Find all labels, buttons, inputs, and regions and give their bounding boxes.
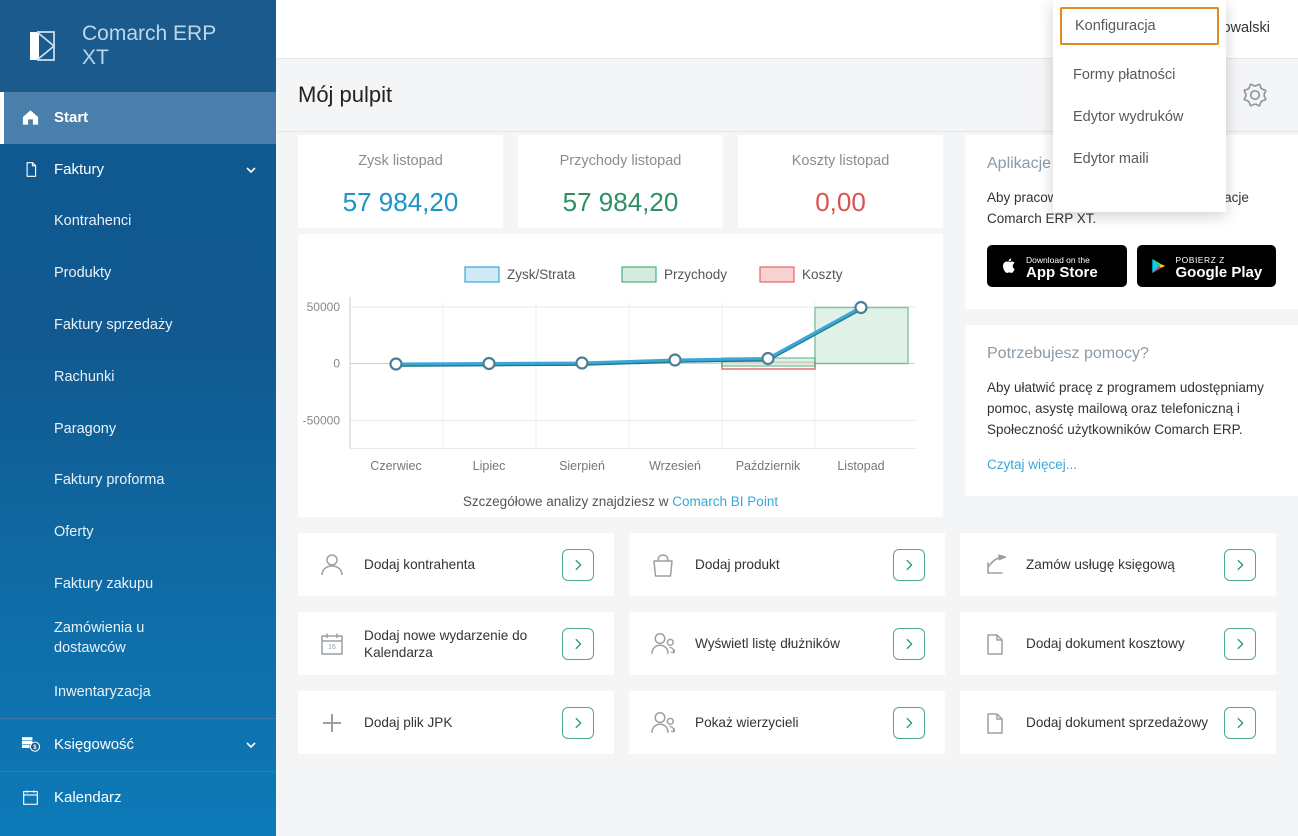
svg-text:Koszty: Koszty [802, 267, 843, 282]
svg-text:Listopad: Listopad [837, 459, 884, 473]
svg-text:16: 16 [328, 644, 336, 651]
svg-text:50000: 50000 [307, 300, 341, 314]
svg-text:Zysk/Strata: Zysk/Strata [507, 267, 576, 282]
svg-text:Wrzesień: Wrzesień [649, 459, 701, 473]
svg-text:Październik: Październik [736, 459, 801, 473]
svg-text:0: 0 [333, 357, 340, 371]
svg-text:-50000: -50000 [303, 414, 341, 428]
svg-text:Sierpień: Sierpień [559, 459, 605, 473]
svg-text:Lipiec: Lipiec [473, 459, 506, 473]
svg-text:Czerwiec: Czerwiec [370, 459, 421, 473]
svg-text:Przychody: Przychody [664, 267, 727, 282]
